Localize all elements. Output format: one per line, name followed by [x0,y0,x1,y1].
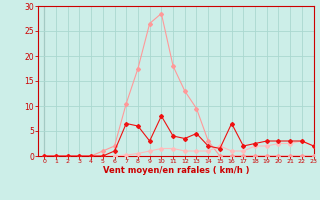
X-axis label: Vent moyen/en rafales ( km/h ): Vent moyen/en rafales ( km/h ) [103,166,249,175]
